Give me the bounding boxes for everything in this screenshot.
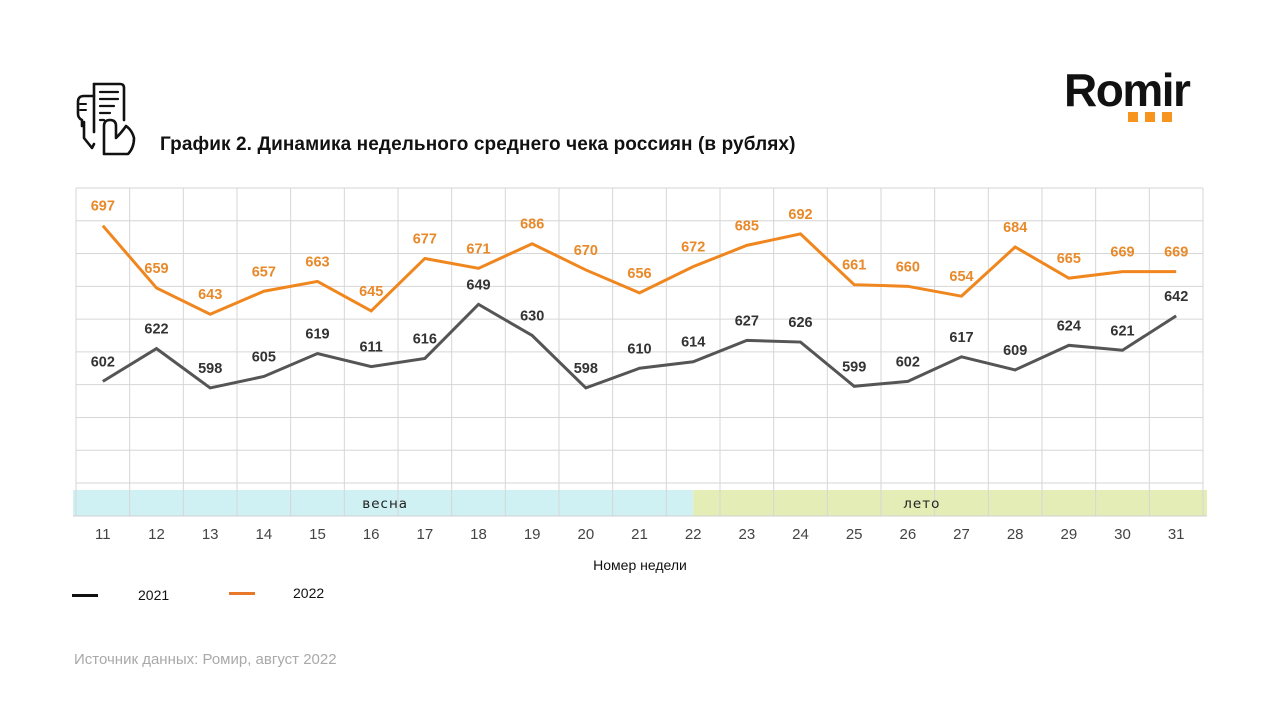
x-tick-label: 19 bbox=[524, 526, 541, 543]
data-label-2022: 659 bbox=[144, 261, 168, 277]
logo-text: Romir bbox=[1064, 64, 1191, 116]
x-tick-label: 30 bbox=[1114, 526, 1131, 543]
data-label-2021: 611 bbox=[359, 340, 382, 356]
data-labels: 602 622 598 605 619 611 616 649 630 598 610 614 627 6… bbox=[91, 199, 1189, 377]
x-tick-label: 21 bbox=[631, 526, 648, 543]
data-label-2021: 614 bbox=[681, 335, 705, 351]
x-tick-label: 22 bbox=[685, 526, 702, 543]
season-band-label: лето bbox=[903, 496, 940, 512]
x-tick-label: 11 bbox=[95, 526, 111, 543]
data-label-2022: 669 bbox=[1110, 245, 1134, 261]
data-label-2022: 657 bbox=[252, 264, 276, 280]
x-tick-label: 18 bbox=[470, 526, 487, 543]
data-label-2021: 649 bbox=[466, 277, 490, 293]
data-label-2021: 642 bbox=[1164, 289, 1188, 305]
data-label-2022: 686 bbox=[520, 217, 544, 233]
data-label-2022: 645 bbox=[359, 284, 383, 300]
season-bands bbox=[73, 490, 1207, 516]
legend-item-2021: 2021 bbox=[72, 587, 169, 603]
data-label-2022: 663 bbox=[305, 254, 329, 270]
x-tick-labels: 11 12 13 14 15 16 17 18 19 20 21 22 23 24 25 26 27 28 29 30… bbox=[95, 526, 1184, 543]
legend-label-2021: 2021 bbox=[138, 587, 170, 603]
data-label-2021: 627 bbox=[735, 313, 759, 329]
data-label-2021: 616 bbox=[413, 331, 437, 347]
logo-dots bbox=[1128, 112, 1172, 122]
legend-label-2022: 2022 bbox=[293, 585, 325, 601]
series-line-2022 bbox=[101, 224, 1177, 316]
x-tick-label: 28 bbox=[1007, 526, 1024, 543]
x-tick-label: 13 bbox=[202, 526, 219, 543]
x-tick-label: 25 bbox=[846, 526, 863, 543]
data-label-2021: 624 bbox=[1057, 318, 1081, 334]
data-label-2021: 599 bbox=[842, 359, 866, 375]
data-label-2022: 661 bbox=[842, 258, 866, 274]
data-label-2022: 660 bbox=[896, 259, 920, 275]
x-tick-label: 12 bbox=[148, 526, 165, 543]
x-axis-title: Номер недели bbox=[0, 557, 1280, 573]
data-label-2021: 598 bbox=[198, 361, 222, 377]
data-label-2022: 677 bbox=[413, 231, 437, 247]
data-label-2021: 609 bbox=[1003, 343, 1027, 359]
x-axis-title-text: Номер недели bbox=[593, 557, 687, 573]
x-tick-label: 16 bbox=[363, 526, 380, 543]
data-label-2022: 672 bbox=[681, 240, 705, 256]
x-tick-label: 17 bbox=[416, 526, 433, 543]
data-label-2021: 602 bbox=[896, 354, 920, 370]
data-label-2021: 610 bbox=[627, 341, 651, 357]
romir-logo: Romir bbox=[1064, 62, 1214, 124]
x-tick-label: 31 bbox=[1168, 526, 1185, 543]
legend-swatch-2021 bbox=[72, 593, 98, 597]
series-line-2021 bbox=[102, 302, 1177, 390]
logo-dot bbox=[1128, 112, 1138, 122]
data-label-2021: 602 bbox=[91, 354, 115, 370]
legend-item-2022: 2022 bbox=[229, 585, 324, 601]
data-label-2021: 605 bbox=[252, 349, 276, 365]
season-band-summer bbox=[693, 490, 1207, 516]
data-label-2021: 598 bbox=[574, 361, 598, 377]
data-label-2022: 656 bbox=[627, 266, 651, 282]
x-tick-label: 20 bbox=[577, 526, 594, 543]
legend-swatch-2022 bbox=[229, 591, 255, 595]
logo-dot bbox=[1145, 112, 1155, 122]
season-band-labels: весна лето bbox=[362, 496, 940, 512]
data-label-2021: 630 bbox=[520, 309, 544, 325]
season-band-spring bbox=[73, 490, 694, 516]
data-label-2022: 669 bbox=[1164, 245, 1188, 261]
chart-grid bbox=[73, 187, 1207, 517]
x-tick-label: 27 bbox=[953, 526, 970, 543]
source-note: Источник данных: Ромир, август 2022 bbox=[74, 651, 337, 668]
x-tick-label: 29 bbox=[1060, 526, 1077, 543]
data-label-2022: 692 bbox=[788, 207, 812, 223]
x-tick-label: 23 bbox=[738, 526, 755, 543]
x-tick-label: 24 bbox=[792, 526, 809, 543]
data-label-2022: 671 bbox=[466, 241, 490, 257]
data-label-2021: 617 bbox=[949, 330, 973, 346]
data-label-2022: 684 bbox=[1003, 220, 1027, 236]
data-label-2021: 621 bbox=[1110, 323, 1134, 339]
data-label-2021: 619 bbox=[305, 327, 329, 343]
season-band-label: весна bbox=[362, 496, 408, 512]
data-label-2022: 697 bbox=[91, 199, 115, 215]
x-tick-label: 26 bbox=[899, 526, 916, 543]
data-label-2022: 643 bbox=[198, 287, 222, 303]
data-label-2022: 685 bbox=[735, 218, 759, 234]
logo-dot bbox=[1162, 112, 1172, 122]
x-tick-label: 15 bbox=[309, 526, 326, 543]
series-lines bbox=[101, 224, 1177, 390]
x-tick-label: 14 bbox=[255, 526, 272, 543]
data-label-2022: 670 bbox=[574, 243, 598, 259]
data-label-2021: 622 bbox=[144, 322, 168, 338]
chart-title: График 2. Динамика недельного среднего ч… bbox=[160, 134, 796, 155]
data-label-2022: 665 bbox=[1057, 251, 1081, 267]
data-label-2022: 654 bbox=[949, 269, 973, 285]
data-label-2021: 626 bbox=[788, 315, 812, 331]
receipt-in-hand-icon bbox=[70, 82, 142, 158]
